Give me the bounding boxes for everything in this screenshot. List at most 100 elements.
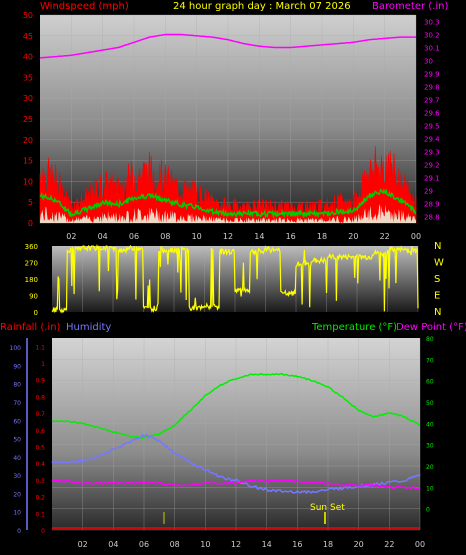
- compass-letter: W: [434, 258, 444, 269]
- x-tick-label: 04: [98, 232, 108, 241]
- wind-low-area: [40, 204, 416, 223]
- x-tick-label: 14: [262, 540, 272, 549]
- x-tick-label: 20: [354, 540, 364, 549]
- lower-axes: 0 0.1 0.2 0.3 0.4 0.5 0.6 0.7 0.8 0.9 1 1.1 0 10 20 30 4…: [10, 336, 434, 535]
- wind-gust-area: [39, 146, 417, 224]
- x-tick-label: 10: [192, 232, 202, 241]
- x-tick-label: 06: [139, 540, 149, 549]
- direction-tick-label: 0: [34, 309, 38, 317]
- wind-tick-label: 25: [23, 115, 33, 124]
- humidity-tick-label: 20: [13, 491, 21, 498]
- compass-letter: S: [434, 274, 440, 285]
- lower-series: [51, 372, 421, 529]
- humidity-tick-label: 60: [13, 418, 21, 425]
- x-tick-label: 04: [108, 540, 118, 549]
- wind-left-axis: 0 5 10 15 20 25 30 35 40 45 50: [23, 11, 33, 228]
- barometer-tick-label: 29.6: [424, 110, 440, 118]
- dewpoint-label: Dew Point (°F): [396, 322, 466, 333]
- barometer-tick-label: 29.5: [424, 123, 440, 131]
- rain-tick-label: 0.9: [35, 378, 45, 385]
- x-tick-label: 02: [78, 540, 88, 549]
- humidity-tick-label: 50: [13, 437, 21, 444]
- rain-tick-label: 0.7: [35, 411, 45, 418]
- temperature-tick-label: 40: [426, 421, 434, 428]
- dewpoint-line: [51, 478, 421, 490]
- temperature-tick-label: 10: [426, 485, 434, 492]
- temperature-tick-label: 70: [426, 357, 434, 364]
- wind-tick-label: 20: [23, 136, 33, 145]
- direction-tick-label: 90: [29, 293, 38, 301]
- x-tick-label: 12: [231, 540, 241, 549]
- wind-tick-label: 50: [23, 11, 33, 20]
- humidity-tick-label: 10: [13, 510, 21, 517]
- x-tick-label: 00: [411, 232, 421, 241]
- humidity-tick-label: 0: [17, 528, 21, 535]
- x-tick-label: 06: [129, 232, 139, 241]
- barometer-tick-label: 28.8: [424, 214, 440, 222]
- barometer-tick-label: 29.1: [424, 175, 440, 183]
- x-tick-label: 18: [323, 540, 333, 549]
- temperature-tick-label: 80: [426, 336, 434, 343]
- x-tick-label: 00: [415, 540, 425, 549]
- x-tick-label: 10: [200, 540, 210, 549]
- barometer-tick-label: 29: [424, 188, 433, 196]
- humidity-tick-label: 100: [10, 345, 22, 352]
- x-tick-label: 16: [292, 540, 302, 549]
- temperature-tick-label: 30: [426, 443, 434, 450]
- barometer-tick-label: 29.8: [424, 84, 440, 92]
- rain-tick-label: 0.5: [35, 445, 45, 452]
- direction-axis: 0 90 180 270 360: [25, 243, 38, 317]
- x-tick-label: 02: [66, 232, 76, 241]
- x-tick-label: 22: [380, 232, 390, 241]
- direction-tick-label: 270: [25, 260, 38, 268]
- compass-letter: E: [434, 291, 440, 302]
- x-tick-label: 22: [384, 540, 394, 549]
- rain-tick-label: 0.8: [35, 394, 45, 401]
- rain-tick-label: 0: [41, 528, 45, 535]
- x-tick-label: 18: [317, 232, 327, 241]
- wind-tick-label: 30: [23, 94, 33, 103]
- x-tick-label: 12: [223, 232, 233, 241]
- barometer-tick-label: 29.7: [424, 97, 440, 105]
- barometer-tick-label: 29.2: [424, 162, 440, 170]
- wind-tick-label: 45: [23, 32, 33, 41]
- rainfall-label: Rainfall (.in): [0, 322, 61, 333]
- rain-tick-label: 1.1: [35, 344, 45, 351]
- wind-tick-label: 10: [23, 177, 33, 186]
- humidity-tick-label: 40: [13, 455, 21, 462]
- barometer-right-axis: 28.8 28.9 29 29.1 29.2 29.3 29.4 29.5 29.6 29.7 29…: [424, 19, 440, 222]
- barometer-title: Barometer (.in): [372, 1, 448, 12]
- lower-x-axis: 02 04 06 08 10 12 14 16 18 20 22 00: [78, 540, 426, 549]
- rain-tick-label: 0.4: [35, 461, 45, 468]
- temperature-tick-label: 0: [426, 507, 430, 514]
- x-tick-label: 08: [170, 540, 180, 549]
- rain-tick-label: 0.6: [35, 428, 45, 435]
- barometer-tick-label: 30.3: [424, 19, 440, 27]
- barometer-tick-label: 30.1: [424, 45, 440, 53]
- temperature-tick-label: 20: [426, 464, 434, 471]
- humidity-tick-label: 30: [13, 473, 21, 480]
- wind-average-line: [39, 188, 417, 219]
- humidity-tick-label: 80: [13, 382, 21, 389]
- barometer-tick-label: 30: [424, 58, 433, 66]
- compass-letter: N: [434, 307, 441, 318]
- x-tick-label: 16: [286, 232, 296, 241]
- temperature-line: [51, 372, 421, 440]
- humidity-tick-label: 90: [13, 363, 21, 370]
- barometer-tick-label: 30.2: [424, 32, 440, 40]
- wind-tick-label: 35: [23, 73, 33, 82]
- sunset-label: Sun Set: [310, 503, 345, 513]
- wind-tick-label: 40: [23, 53, 33, 62]
- direction-line: [51, 243, 419, 314]
- wind-tick-label: 5: [28, 198, 33, 207]
- barometer-tick-label: 29.4: [424, 136, 440, 144]
- x-tick-label: 08: [160, 232, 170, 241]
- temperature-tick-label: 60: [426, 379, 434, 386]
- rain-tick-label: 0.3: [35, 478, 45, 485]
- wind-tick-label: 15: [23, 157, 33, 166]
- temperature-tick-label: 50: [426, 400, 434, 407]
- wind-series: [39, 33, 417, 224]
- rain-tick-label: 0.2: [35, 495, 45, 502]
